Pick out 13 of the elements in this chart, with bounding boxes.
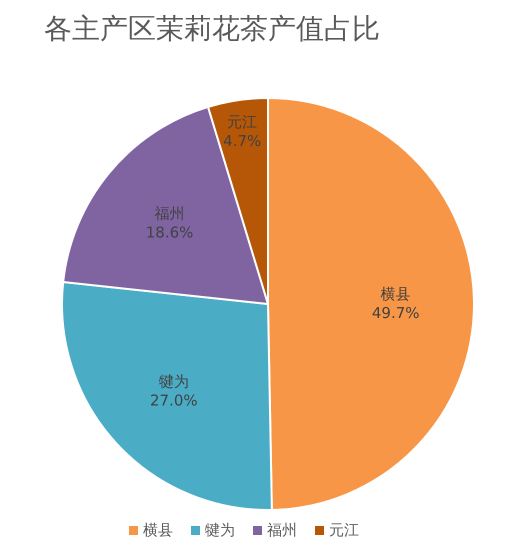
slice-label: 福州 (154, 204, 185, 223)
data-label: 18.6% (146, 224, 194, 242)
slice-label: 横县 (380, 284, 411, 303)
legend-label: 元江 (329, 521, 359, 539)
chart-title: 各主产区茉莉花茶产值占比 (44, 12, 380, 45)
legend-label: 福州 (267, 521, 297, 539)
slice-label: 元江 (227, 112, 258, 131)
data-label: 27.0% (150, 391, 198, 410)
data-label: 49.7% (372, 304, 420, 322)
legend-label: 横县 (143, 521, 173, 539)
data-label: 4.7% (223, 132, 262, 150)
slice-label: 犍为 (158, 372, 189, 390)
legend-label: 犍为 (205, 521, 235, 539)
